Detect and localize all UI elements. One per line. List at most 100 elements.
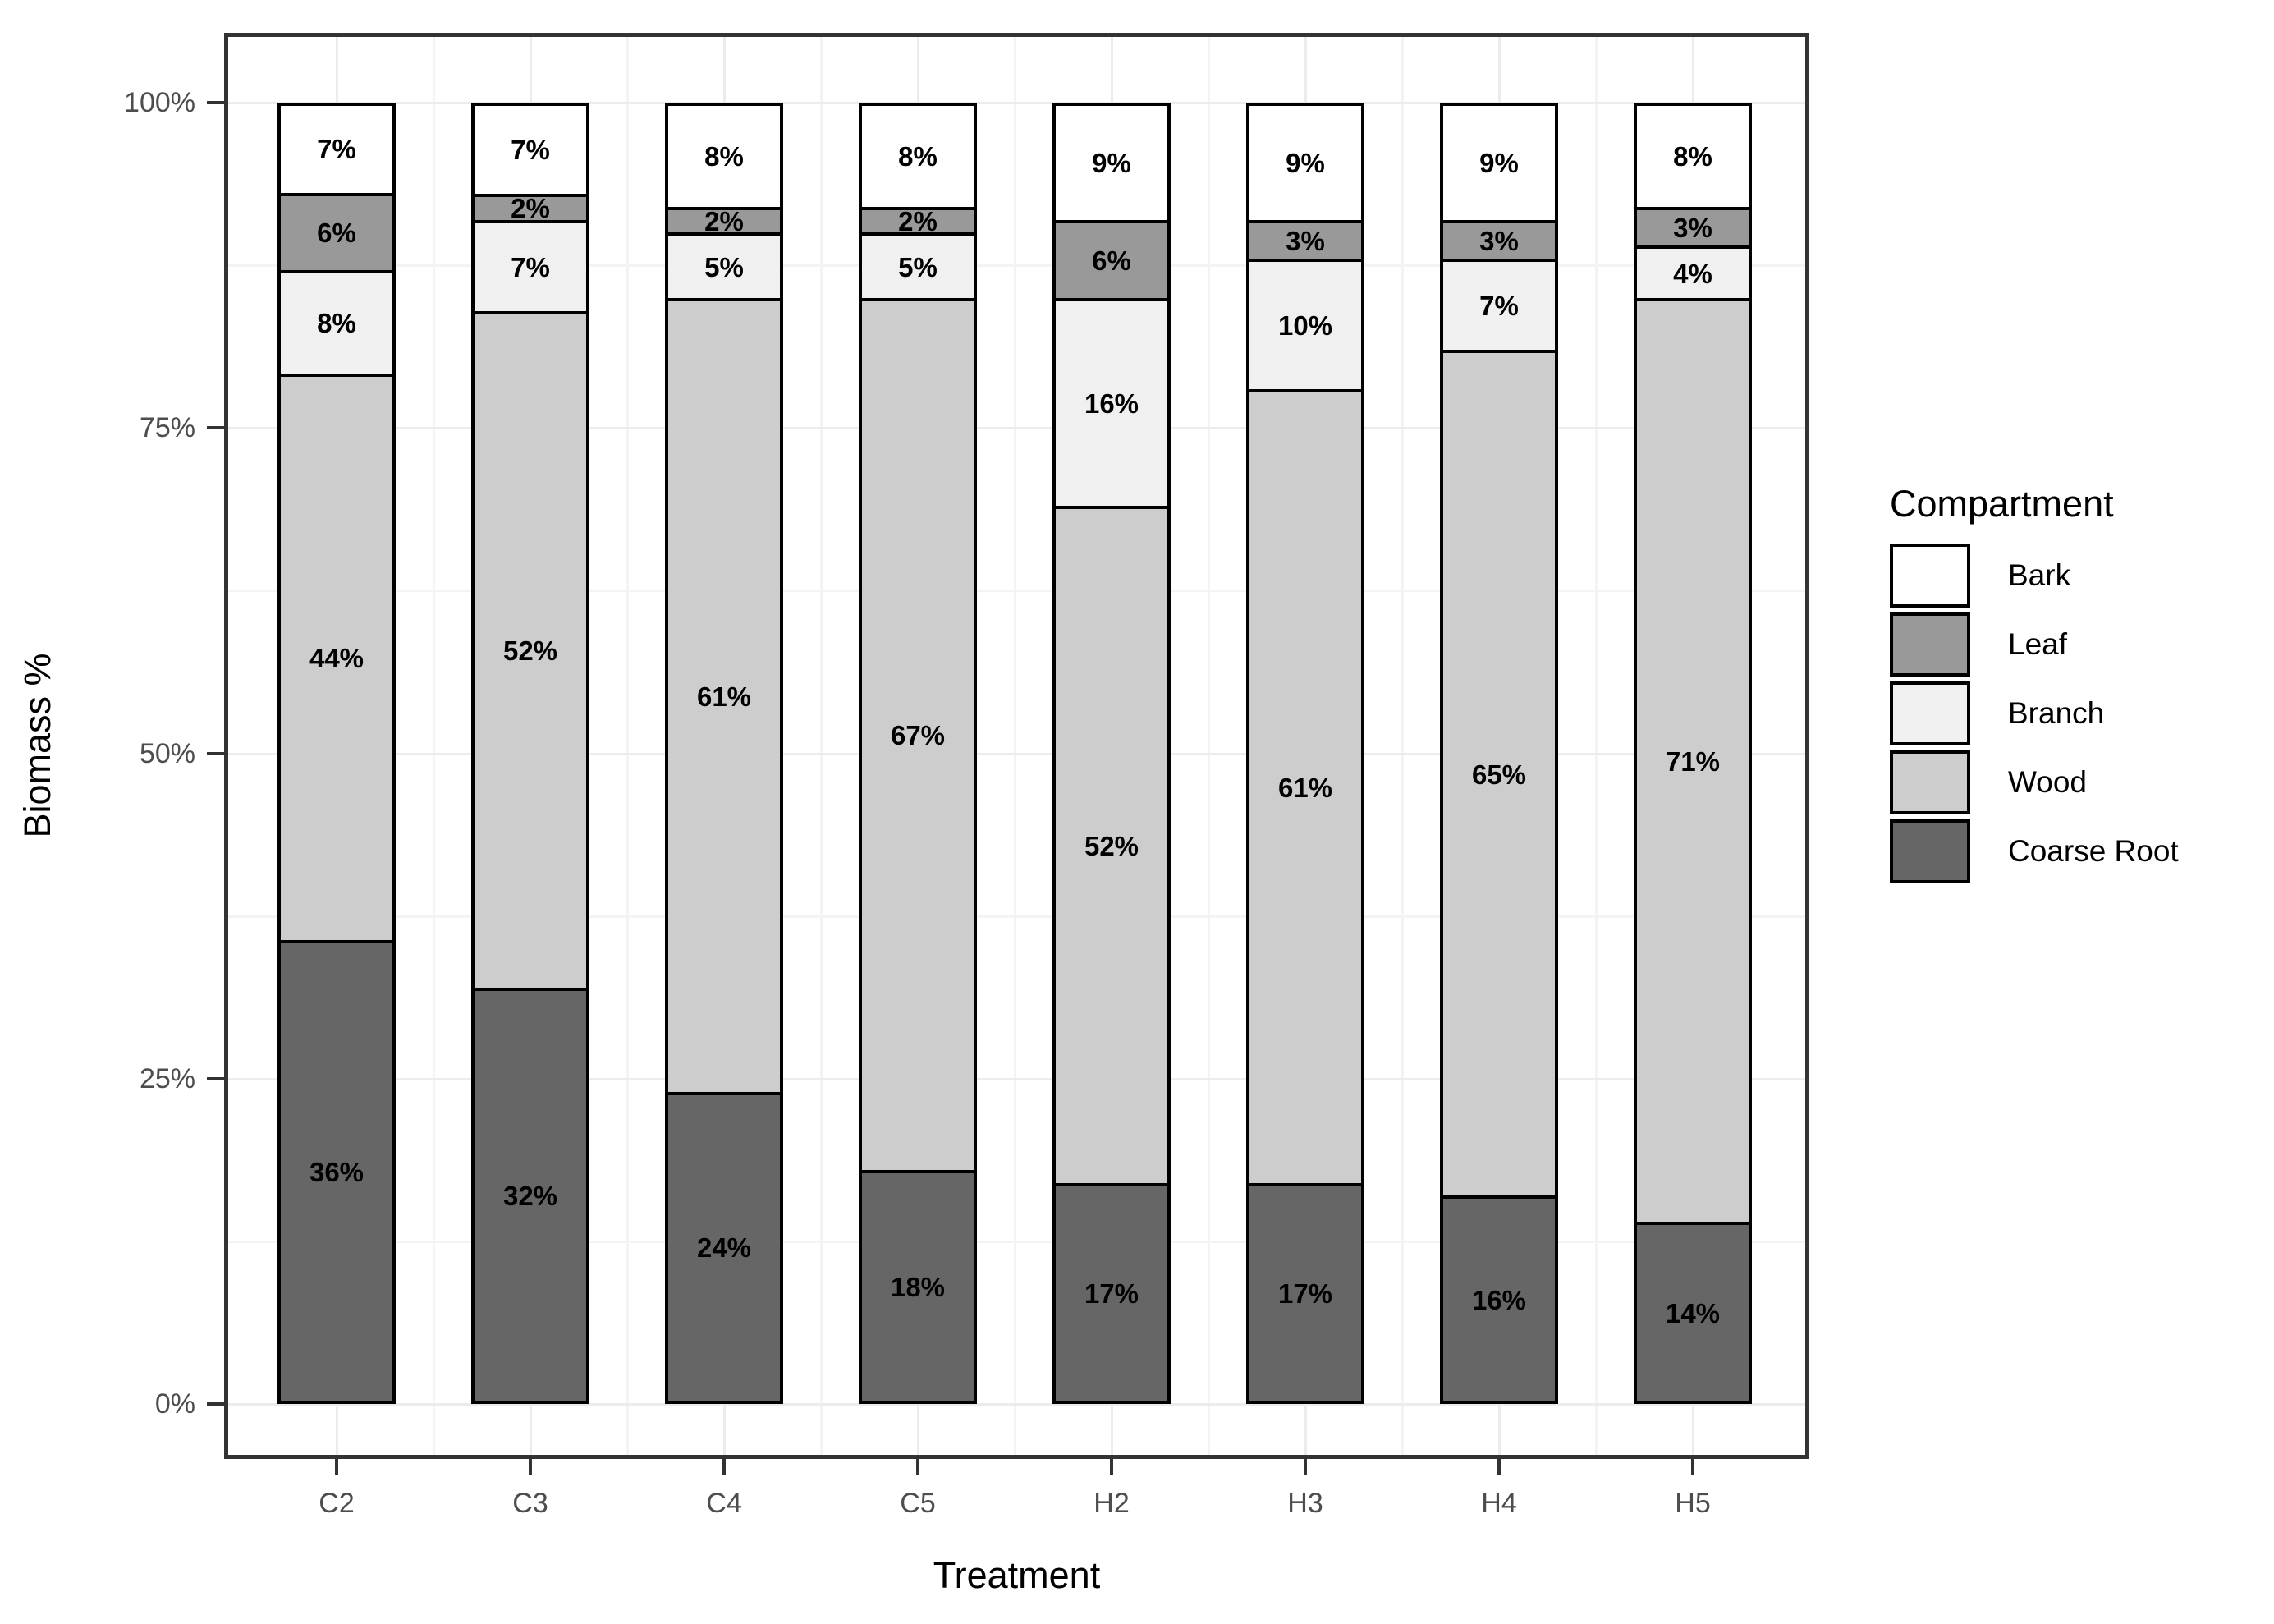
bar-segment-C3-coarse-root: 32% — [471, 987, 589, 1404]
bar-segment-label: 7% — [511, 251, 550, 282]
bar-segment-label: 9% — [1092, 147, 1131, 178]
x-tick-mark — [1691, 1459, 1694, 1475]
legend-swatch-bark — [1890, 544, 1970, 608]
x-axis-title: Treatment — [933, 1554, 1101, 1596]
legend-items: Bark Leaf Branch Wood Coarse Root — [1890, 544, 2179, 883]
bar-H4: 9% 3% 7% 65% 16% — [1440, 103, 1558, 1404]
x-tick-label-H2: H2 — [1093, 1488, 1130, 1519]
plot-panel: 7% 6% 8% 44% 36% 7% 2% 7% 52% 32% 8% 2% 5% 61% 24% 8% 2%… — [224, 33, 1809, 1459]
bar-segment-label: 32% — [502, 1180, 558, 1211]
bar-segment-C4-leaf: 2% — [665, 206, 783, 237]
legend-item-leaf: Leaf — [1890, 612, 2179, 677]
bar-segment-H3-wood: 61% — [1246, 388, 1364, 1183]
gridline-minor-v — [1401, 37, 1404, 1455]
bar-segment-H2-coarse-root: 17% — [1052, 1182, 1171, 1404]
bar-segment-label: 2% — [704, 206, 744, 237]
x-tick-mark — [916, 1459, 919, 1475]
bar-segment-C3-branch: 7% — [471, 219, 589, 311]
legend-item-label: Bark — [2008, 558, 2071, 592]
bar-segment-label: 9% — [1286, 147, 1325, 178]
bar-segment-label: 6% — [317, 218, 356, 249]
bar-segment-C4-bark: 8% — [665, 103, 783, 207]
bar-C3: 7% 2% 7% 52% 32% — [471, 103, 589, 1404]
bar-segment-C5-coarse-root: 18% — [859, 1169, 977, 1404]
x-tick-label-H3: H3 — [1287, 1488, 1323, 1519]
x-tick-mark — [529, 1459, 532, 1475]
bar-segment-label: 36% — [309, 1156, 364, 1187]
bar-segment-C5-leaf: 2% — [859, 206, 977, 235]
bar-segment-H4-leaf: 3% — [1440, 219, 1558, 259]
legend-title: Compartment — [1890, 483, 2114, 525]
bar-segment-label: 7% — [1479, 291, 1519, 322]
bar-segment-label: 10% — [1277, 310, 1333, 341]
y-tick-mark — [207, 1402, 224, 1406]
bar-segment-label: 4% — [1673, 258, 1712, 289]
bar-segment-H3-branch: 10% — [1246, 259, 1364, 389]
bar-segment-label: 16% — [1471, 1284, 1527, 1315]
bar-segment-label: 61% — [1277, 772, 1333, 803]
legend-item-label: Coarse Root — [2008, 834, 2179, 868]
legend-item-label: Leaf — [2008, 627, 2068, 661]
legend-item-bark: Bark — [1890, 544, 2179, 608]
bar-segment-label: 7% — [511, 134, 550, 165]
gridline-minor-v — [1014, 37, 1016, 1455]
bar-segment-label: 8% — [1673, 140, 1712, 172]
x-tick-label-H4: H4 — [1481, 1488, 1517, 1519]
bar-segment-C4-branch: 5% — [665, 232, 783, 298]
bar-segment-H3-leaf: 3% — [1246, 219, 1364, 259]
bar-segment-C5-bark: 8% — [859, 103, 977, 207]
bar-segment-H3-bark: 9% — [1246, 103, 1364, 220]
bar-segment-label: 7% — [317, 134, 356, 165]
bar-segment-label: 8% — [704, 140, 744, 172]
bar-segment-C5-wood: 67% — [859, 297, 977, 1170]
x-tick-label-H5: H5 — [1675, 1488, 1711, 1519]
bar-segment-label: 52% — [502, 635, 558, 667]
bar-segment-label: 8% — [317, 308, 356, 339]
bar-segment-label: 16% — [1084, 388, 1139, 420]
bar-segment-H5-wood: 71% — [1634, 297, 1752, 1223]
bar-segment-C4-wood: 61% — [665, 297, 783, 1092]
bar-segment-label: 2% — [511, 193, 550, 224]
bar-segment-C2-wood: 44% — [277, 373, 396, 941]
bar-segment-label: 17% — [1084, 1278, 1139, 1309]
y-tick-label: 50% — [139, 737, 195, 769]
bar-C5: 8% 2% 5% 67% 18% — [859, 103, 977, 1404]
bar-segment-C4-coarse-root: 24% — [665, 1091, 783, 1404]
bar-segment-H2-bark: 9% — [1052, 103, 1171, 220]
bar-segment-H4-bark: 9% — [1440, 103, 1558, 220]
y-tick-mark — [207, 426, 224, 430]
bar-segment-label: 3% — [1479, 225, 1519, 256]
bar-segment-label: 3% — [1286, 225, 1325, 256]
legend-item-coarse-root: Coarse Root — [1890, 819, 2179, 883]
bar-segment-label: 71% — [1665, 745, 1721, 777]
gridline-minor-h — [228, 915, 1805, 918]
x-tick-label-C2: C2 — [319, 1488, 355, 1519]
bar-segment-C2-branch: 8% — [277, 270, 396, 374]
gridline-minor-v — [433, 37, 435, 1455]
bar-segment-H2-leaf: 6% — [1052, 219, 1171, 298]
legend-swatch-branch — [1890, 681, 1970, 745]
bar-segment-label: 18% — [890, 1271, 946, 1302]
bar-segment-C3-bark: 7% — [471, 103, 589, 194]
gridline-minor-h — [228, 590, 1805, 593]
bar-segment-label: 9% — [1479, 147, 1519, 178]
bar-segment-label: 24% — [696, 1232, 752, 1264]
legend-swatch-wood — [1890, 750, 1970, 814]
bar-segment-label: 65% — [1471, 759, 1527, 790]
x-tick-mark — [1304, 1459, 1307, 1475]
y-tick-label: 25% — [139, 1062, 195, 1094]
bar-segment-H4-coarse-root: 16% — [1440, 1195, 1558, 1404]
x-tick-mark — [1110, 1459, 1113, 1475]
gridline-minor-h — [228, 1240, 1805, 1243]
bar-segment-label: 52% — [1084, 830, 1139, 861]
bar-segment-label: 5% — [898, 251, 938, 282]
legend-item-wood: Wood — [1890, 750, 2179, 814]
x-tick-mark — [335, 1459, 338, 1475]
bar-segment-H2-wood: 52% — [1052, 506, 1171, 1183]
gridline-major-h — [228, 752, 1805, 755]
x-tick-label-C4: C4 — [706, 1488, 742, 1519]
bar-segment-label: 8% — [898, 140, 938, 172]
x-tick-label-C3: C3 — [512, 1488, 548, 1519]
x-tick-mark — [1497, 1459, 1501, 1475]
